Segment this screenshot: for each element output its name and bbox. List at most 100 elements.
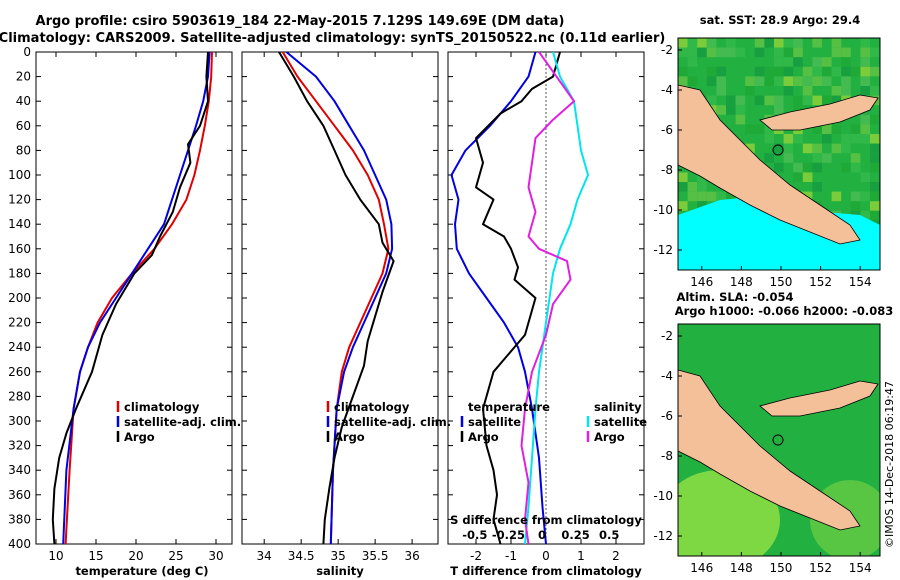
series-climatology xyxy=(64,52,213,544)
sst-pixel xyxy=(764,95,774,106)
sst-pixel xyxy=(841,86,851,96)
sst-pixel xyxy=(735,95,746,106)
sst-pixel xyxy=(774,162,784,173)
sst-pixel xyxy=(774,76,784,86)
sst-map-ticks: 146 148 150 152 154 -2 -4 -6 -8 -10 -12 xyxy=(653,43,871,289)
sst-pixel xyxy=(697,191,707,202)
depth-tick-label: 220 xyxy=(8,316,31,330)
sst-pixel xyxy=(870,210,880,221)
series-salinity-argo xyxy=(520,52,575,544)
sst-pixel xyxy=(870,114,880,125)
sst-pixel xyxy=(726,38,736,48)
sst-pixel xyxy=(745,124,755,134)
difference-top-label: S difference from climatology xyxy=(450,513,642,527)
map-y-tick-label: -6 xyxy=(661,123,673,137)
difference-legend: temperature satellite Argo salinity sate… xyxy=(460,400,647,444)
sst-pixel xyxy=(783,134,794,144)
x-tick-label: 34 xyxy=(257,549,272,563)
sla-map: Altim. SLA: -0.054 Argo h1000: -0.066 h2… xyxy=(653,290,893,575)
sst-pixel xyxy=(841,47,851,58)
depth-tick-label: 40 xyxy=(16,94,31,108)
sst-pixel xyxy=(716,105,726,115)
sst-pixel xyxy=(687,182,698,192)
sst-pixel xyxy=(687,47,698,58)
map-y-tick-label: -10 xyxy=(653,489,673,503)
salinity-diff-tick: -0.25 xyxy=(492,528,525,542)
sst-pixel xyxy=(687,191,698,202)
sst-pixel xyxy=(860,172,870,182)
depth-tick-label: 20 xyxy=(16,70,31,84)
legend-sal-argo: Argo xyxy=(594,430,625,444)
sst-pixel xyxy=(774,38,784,48)
sst-pixel xyxy=(774,95,784,106)
salinity-lines xyxy=(278,52,395,544)
depth-tick-label: 240 xyxy=(8,340,31,354)
sst-pixel xyxy=(754,76,765,86)
difference-lines xyxy=(450,52,589,544)
sst-pixel xyxy=(716,191,726,202)
sst-pixel xyxy=(831,47,842,58)
sst-pixel xyxy=(841,57,851,67)
sst-pixel xyxy=(697,38,707,48)
temperature-legend: climatology satellite-adj. clim. Argo xyxy=(116,400,241,444)
sst-pixel xyxy=(850,134,861,144)
x-tick-label: 30 xyxy=(208,549,223,563)
sst-pixel xyxy=(706,66,717,77)
sst-pixel xyxy=(764,124,774,134)
sst-pixel xyxy=(812,182,822,192)
sst-pixel xyxy=(783,66,794,77)
sst-pixel xyxy=(678,201,688,211)
map-y-tick-label: -4 xyxy=(661,83,673,97)
sst-pixel xyxy=(735,47,746,58)
sst-pixel xyxy=(783,57,794,67)
title-line-2: Climatology: CARS2009. Satellite-adjuste… xyxy=(0,31,665,46)
legend-satellite: satellite-adj. clim. xyxy=(124,415,241,429)
temperature-panel: 0 20 40 60 80 100 120 140 160 180 200 220 240 260 280 3… xyxy=(8,45,241,578)
sst-pixel xyxy=(802,143,813,154)
x-tick-label: 35 xyxy=(331,549,346,563)
legend-satellite: satellite-adj. clim. xyxy=(334,415,451,429)
sst-pixel xyxy=(831,191,842,202)
sst-pixel xyxy=(764,134,774,144)
map-y-tick-label: -10 xyxy=(653,203,673,217)
sst-pixel xyxy=(764,153,774,163)
sst-pixel xyxy=(812,153,822,163)
sst-pixel xyxy=(831,95,842,106)
sst-map-field xyxy=(678,38,880,270)
sst-pixel xyxy=(726,105,736,115)
sst-pixel xyxy=(774,143,784,154)
salinity-diff-tick: -0.5 xyxy=(462,528,487,542)
map-y-tick-label: -6 xyxy=(661,409,673,423)
sst-pixel xyxy=(812,124,822,134)
sst-pixel xyxy=(841,76,851,86)
map-x-tick-label: 152 xyxy=(809,275,832,289)
sst-pixel xyxy=(678,182,688,192)
sst-pixel xyxy=(764,38,774,48)
sst-pixel xyxy=(793,57,803,67)
sst-pixel xyxy=(783,143,794,154)
depth-tick-label: 400 xyxy=(8,537,31,551)
temperature-xlabel: temperature (deg C) xyxy=(75,564,208,578)
series-climatology xyxy=(281,52,390,544)
sst-pixel xyxy=(793,47,803,58)
sst-pixel xyxy=(754,38,765,48)
sst-pixel xyxy=(860,47,870,58)
sst-pixel xyxy=(860,66,870,77)
x-tick-label: -2 xyxy=(470,549,482,563)
sst-pixel xyxy=(831,86,842,96)
legend-temperature-title: temperature xyxy=(468,400,550,414)
sst-pixel xyxy=(850,124,861,134)
salinity-diff-tick-labels: -0.5 -0.25 0 0.25 0.5 xyxy=(462,528,619,542)
x-tick-label: 25 xyxy=(168,549,183,563)
map-x-tick-label: 148 xyxy=(730,275,753,289)
sst-pixel xyxy=(822,57,832,67)
sla-map-frame xyxy=(677,323,881,557)
sst-pixel xyxy=(697,182,707,192)
sst-pixel xyxy=(860,76,870,86)
sst-pixel xyxy=(870,134,880,144)
sst-pixel xyxy=(764,76,774,86)
sst-pixel xyxy=(706,191,717,202)
sst-pixel xyxy=(793,162,803,173)
sst-pixel xyxy=(783,47,794,58)
sst-pixel xyxy=(860,134,870,144)
